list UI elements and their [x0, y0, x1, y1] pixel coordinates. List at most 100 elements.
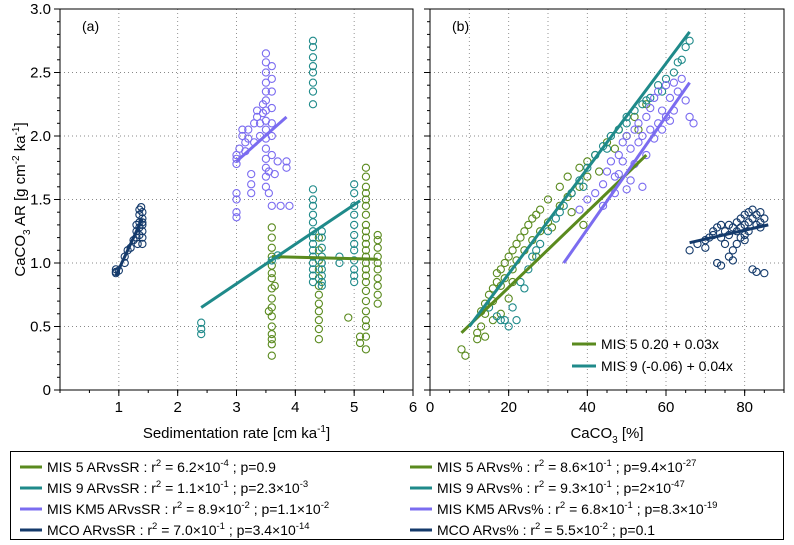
legend-entry: MIS KM5 ARvs% : r2 = 6.8×10-1 ; p=8.3×10… — [437, 500, 717, 517]
data-point — [583, 163, 592, 172]
data-point — [473, 328, 482, 337]
y-tick-label: 2.0 — [30, 128, 51, 145]
data-point — [267, 335, 276, 344]
data-point — [677, 74, 686, 83]
x-tick-label: 2 — [173, 399, 181, 416]
data-point — [232, 188, 241, 198]
data-point — [653, 87, 663, 96]
data-point — [606, 157, 616, 166]
y-axis-label: CaCO3 AR [g cm-2 ka-1] — [11, 122, 33, 276]
data-point — [308, 239, 318, 249]
data-point — [361, 163, 371, 172]
data-point — [543, 227, 553, 236]
fit-line-mco — [689, 223, 769, 245]
x-tick-label: 60 — [658, 399, 675, 416]
legend-entry: MIS KM5 ARvsSR : r2 = 8.9×10-2 ; p=1.1×1… — [47, 500, 329, 517]
legend-entry: MIS 9 ARvsSR : r2 = 1.1×10-1 ; p=2.3×10-… — [47, 479, 308, 496]
data-point — [314, 299, 324, 308]
data-point — [282, 157, 291, 166]
data-point — [614, 169, 623, 179]
data-point — [282, 163, 291, 172]
data-point — [261, 68, 271, 77]
data-point — [622, 112, 631, 122]
data-point — [276, 201, 285, 210]
data-point — [716, 261, 726, 270]
data-point — [373, 290, 382, 299]
data-point — [361, 220, 371, 230]
data-point — [575, 205, 584, 214]
data-point — [665, 93, 675, 103]
data-point — [563, 172, 572, 181]
data-point — [650, 93, 659, 103]
data-point — [646, 125, 655, 134]
data-point — [285, 201, 294, 210]
data-point — [361, 277, 371, 287]
data-point — [532, 210, 541, 219]
data-point — [261, 154, 271, 164]
data-point — [355, 332, 365, 341]
data-point — [673, 87, 682, 96]
data-point — [361, 201, 371, 210]
data-point — [314, 307, 324, 316]
data-point — [681, 96, 690, 105]
data-point — [373, 243, 382, 252]
panel-label: (b) — [452, 18, 469, 34]
data-point — [626, 144, 635, 153]
data-point — [567, 208, 576, 217]
data-point — [138, 208, 147, 217]
data-point — [575, 182, 584, 191]
data-point — [500, 274, 509, 283]
data-point — [524, 265, 533, 274]
data-point — [308, 210, 318, 219]
data-point — [361, 195, 371, 204]
data-point — [598, 201, 608, 210]
data-point — [361, 233, 371, 242]
data-point — [361, 307, 371, 316]
data-point — [267, 322, 276, 331]
data-point — [461, 351, 470, 360]
data-point — [264, 307, 274, 316]
data-point — [752, 267, 761, 277]
data-point — [638, 182, 647, 191]
legend-entry: MIS 5 ARvs% : r2 = 8.6×10-1 ; p=9.4×10-2… — [437, 458, 696, 475]
data-point — [583, 172, 592, 181]
data-point — [344, 313, 353, 322]
data-point — [504, 294, 513, 303]
data-point — [317, 265, 326, 274]
x-tick-label: 5 — [350, 399, 358, 416]
data-point — [480, 332, 490, 341]
data-point — [267, 269, 276, 278]
data-point — [716, 220, 726, 230]
x-tick-label: 40 — [579, 399, 596, 416]
data-point — [247, 180, 256, 189]
data-point — [701, 243, 710, 252]
data-point — [314, 324, 324, 334]
data-point — [614, 150, 623, 160]
data-point — [308, 246, 318, 255]
data-point — [622, 131, 631, 141]
series-miskm5 — [232, 49, 294, 222]
data-point — [720, 239, 730, 249]
data-point — [308, 185, 318, 194]
data-point — [244, 134, 253, 143]
data-point — [653, 81, 663, 90]
data-point — [361, 246, 371, 255]
x-tick-label: 0 — [426, 399, 434, 416]
y-tick-label: 0 — [43, 382, 51, 399]
data-point — [350, 265, 359, 274]
data-point — [317, 258, 326, 268]
data-point — [350, 277, 359, 287]
data-point — [740, 235, 749, 245]
data-point — [504, 322, 513, 331]
data-point — [473, 335, 482, 344]
data-point — [308, 53, 318, 62]
fit-line-miskm5 — [235, 115, 288, 163]
fit-line-mis5 — [271, 255, 378, 261]
data-point — [524, 220, 533, 230]
data-point — [267, 150, 276, 160]
data-point — [512, 315, 521, 325]
data-point — [373, 281, 382, 291]
data-point — [602, 167, 612, 176]
data-point — [137, 202, 146, 212]
data-point — [551, 214, 561, 223]
